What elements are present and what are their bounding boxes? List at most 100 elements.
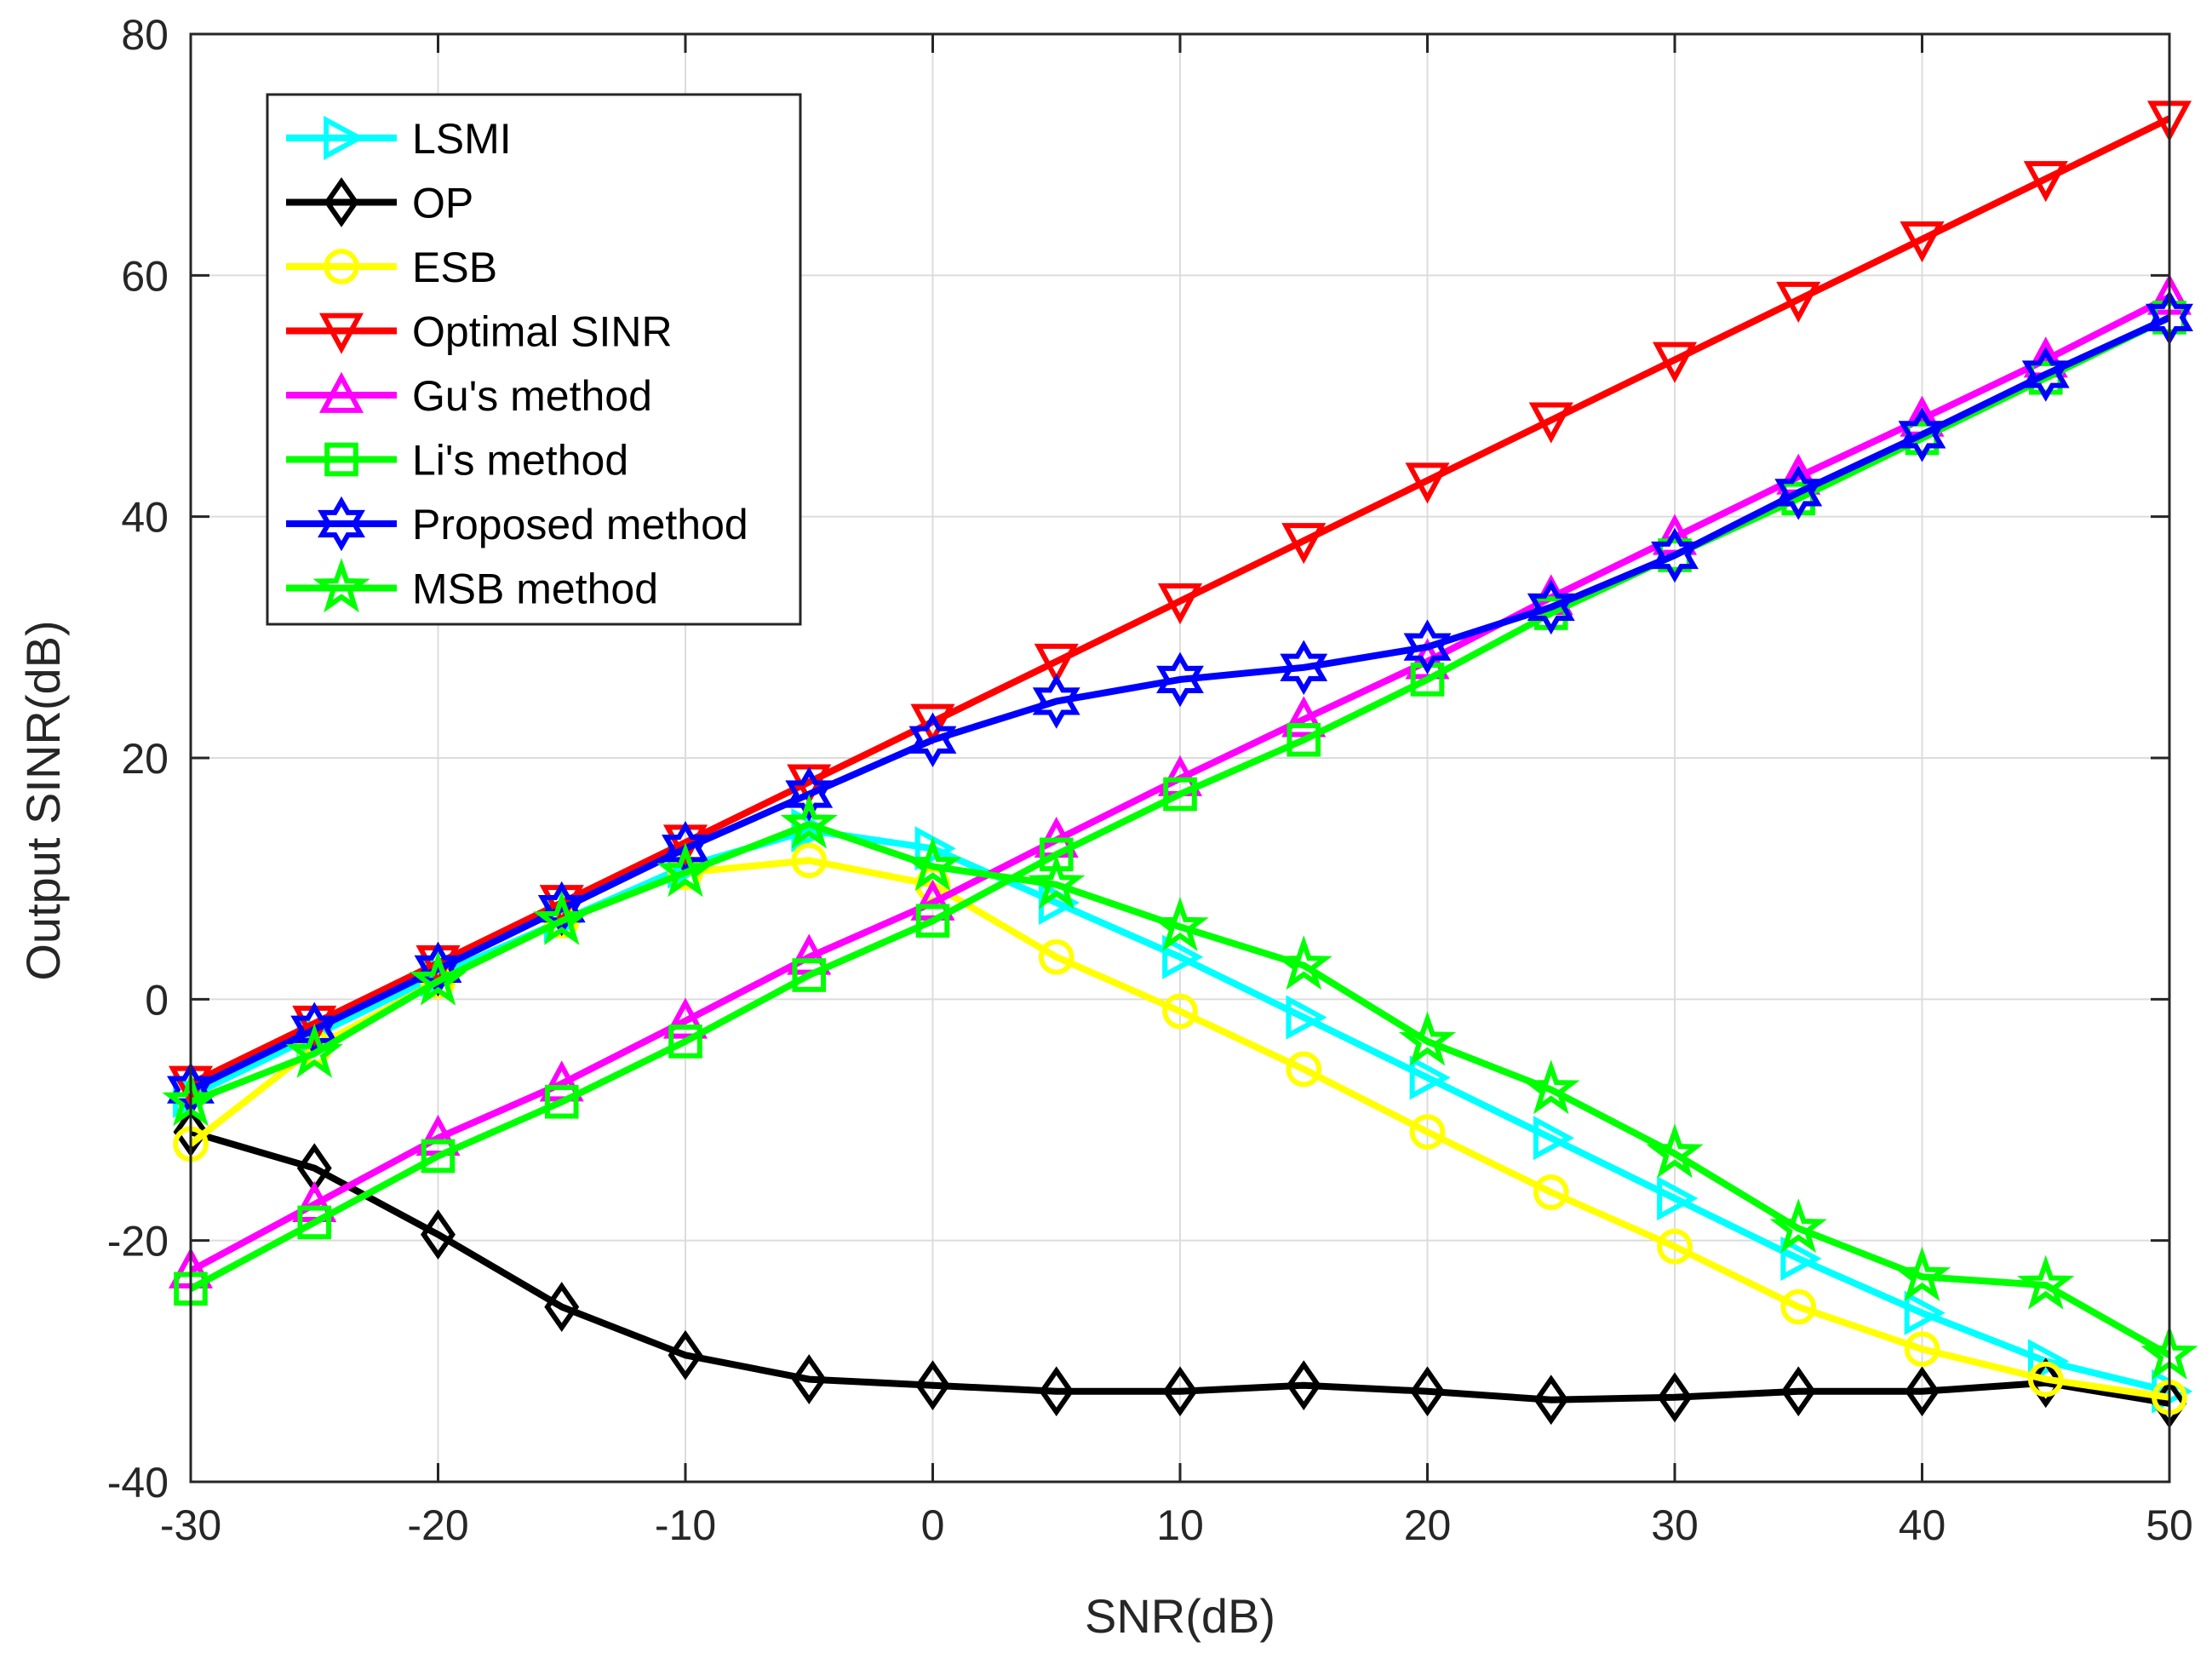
data-point-proposed-method (785, 766, 834, 822)
legend-label: ESB (412, 244, 497, 291)
data-point-li-s-method (421, 1139, 456, 1174)
x-tick-labels: -30 -20 -10 0 10 20 30 40 50 (160, 1501, 2193, 1549)
y-tick-label: -20 (107, 1218, 169, 1266)
data-point-msb-method (656, 842, 714, 898)
data-point-li-s-method (668, 1025, 702, 1059)
series-line-msb-method (189, 820, 2171, 1358)
data-point-optimal-sinr (1776, 281, 1821, 323)
x-tick-label: 40 (1899, 1501, 1946, 1549)
legend-label: OP (412, 180, 473, 227)
data-point-proposed-method (1774, 465, 1823, 520)
data-point-op (668, 1329, 703, 1380)
data-point-lsmi (2027, 1339, 2070, 1384)
data-point-esb (1657, 1228, 1693, 1265)
data-point-op (915, 1360, 950, 1411)
data-point-lsmi (1409, 1055, 1451, 1100)
legend-item-proposed-method: Proposed method (286, 496, 748, 552)
data-point-li-s-method (297, 1205, 332, 1240)
y-tick-label: 40 (121, 494, 169, 542)
data-point-msb-method (1646, 1123, 1704, 1179)
data-point-esb (1780, 1289, 1817, 1325)
legend-label: Li's method (412, 437, 628, 485)
x-tick-label: -20 (407, 1501, 468, 1549)
data-point-msb-method (1151, 896, 1209, 951)
data-point-lsmi (1286, 995, 1327, 1040)
x-tick-label: 30 (1651, 1501, 1699, 1549)
legend-item-op: OP (286, 177, 473, 227)
data-point-msb-method (1522, 1059, 1580, 1115)
data-point-esb (1162, 993, 1198, 1030)
data-point-proposed-method (908, 712, 957, 768)
legend-items: LSMI OP ESB Optimal SINR Gu's method Li's met… (286, 115, 748, 613)
data-point-gu-s-method (1281, 696, 1327, 738)
data-point-op (791, 1354, 827, 1404)
legend-label: Optimal SINR (412, 308, 673, 356)
data-point-msb-method (1275, 935, 1332, 990)
x-tick-label: 50 (2146, 1501, 2193, 1549)
data-point-proposed-method (1280, 640, 1328, 696)
legend: LSMI OP ESB Optimal SINR Gu's method Li's met… (266, 93, 802, 626)
data-point-proposed-method (1156, 651, 1204, 708)
data-point-optimal-sinr (2023, 161, 2068, 203)
data-point-esb (2027, 1361, 2064, 1398)
data-point-lsmi (1780, 1236, 1822, 1281)
legend-marker (324, 115, 365, 161)
legend-marker (318, 496, 365, 552)
data-point-proposed-method (1651, 527, 1699, 583)
legend-label: LSMI (412, 115, 512, 163)
data-point-lsmi (1533, 1116, 1575, 1161)
series-line-li-s-method (189, 314, 2171, 1292)
data-point-proposed-method (1032, 674, 1080, 729)
data-point-op (421, 1209, 456, 1260)
data-point-msb-method (1028, 854, 1086, 910)
legend-item-gu-s-method: Gu's method (286, 371, 652, 420)
legend-item-lsmi: LSMI (286, 115, 512, 163)
data-point-proposed-method (2021, 347, 2070, 402)
data-point-msb-method (285, 1023, 343, 1078)
data-point-esb (791, 842, 828, 879)
legend-label: MSB method (412, 565, 658, 613)
legend-marker (318, 313, 364, 354)
data-point-optimal-sinr (1157, 583, 1203, 625)
data-point-proposed-method (1403, 619, 1452, 674)
data-point-gu-s-method (662, 997, 708, 1039)
data-point-op (1905, 1366, 1940, 1417)
legend-marker (318, 371, 364, 413)
y-axis-title: Output SINR(dB) (16, 620, 70, 980)
y-tick-label: 60 (121, 252, 169, 300)
data-point-proposed-method (1898, 407, 1946, 462)
data-point-esb (1533, 1174, 1569, 1210)
legend-item-li-s-method: Li's method (286, 437, 628, 485)
data-point-li-s-method (1163, 777, 1197, 812)
data-point-op (1286, 1360, 1321, 1411)
data-point-op (1162, 1366, 1198, 1417)
legend-marker (324, 442, 358, 477)
data-point-op (1410, 1366, 1445, 1417)
data-point-optimal-sinr (1405, 462, 1450, 504)
data-point-lsmi (1162, 934, 1204, 979)
data-point-optimal-sinr (1281, 523, 1327, 565)
data-point-msb-method (903, 836, 962, 892)
data-point-esb (1038, 938, 1074, 975)
data-point-op (1657, 1372, 1693, 1423)
data-point-msb-method (533, 890, 591, 945)
data-point-proposed-method (1527, 579, 1575, 635)
y-tick-labels: -40 -20 0 20 40 60 80 (107, 11, 169, 1507)
x-tick-label: -30 (160, 1501, 221, 1549)
data-point-msb-method (1769, 1198, 1827, 1254)
data-point-li-s-method (915, 904, 950, 938)
data-point-msb-method (1893, 1246, 1951, 1301)
data-point-msb-method (1398, 1011, 1457, 1066)
series-line-proposed-method (189, 314, 2171, 1093)
legend-label: Proposed method (412, 501, 748, 548)
x-tick-label: -10 (655, 1501, 716, 1549)
x-axis-title: SNR(dB) (1085, 1589, 1275, 1643)
data-point-lsmi (914, 826, 956, 871)
legend-marker (324, 249, 359, 284)
x-tick-label: 0 (921, 1501, 945, 1549)
series-msb-method (162, 794, 2198, 1380)
data-point-li-s-method (1287, 722, 1321, 757)
data-point-esb (1409, 1114, 1446, 1151)
data-point-msb-method (780, 794, 838, 849)
